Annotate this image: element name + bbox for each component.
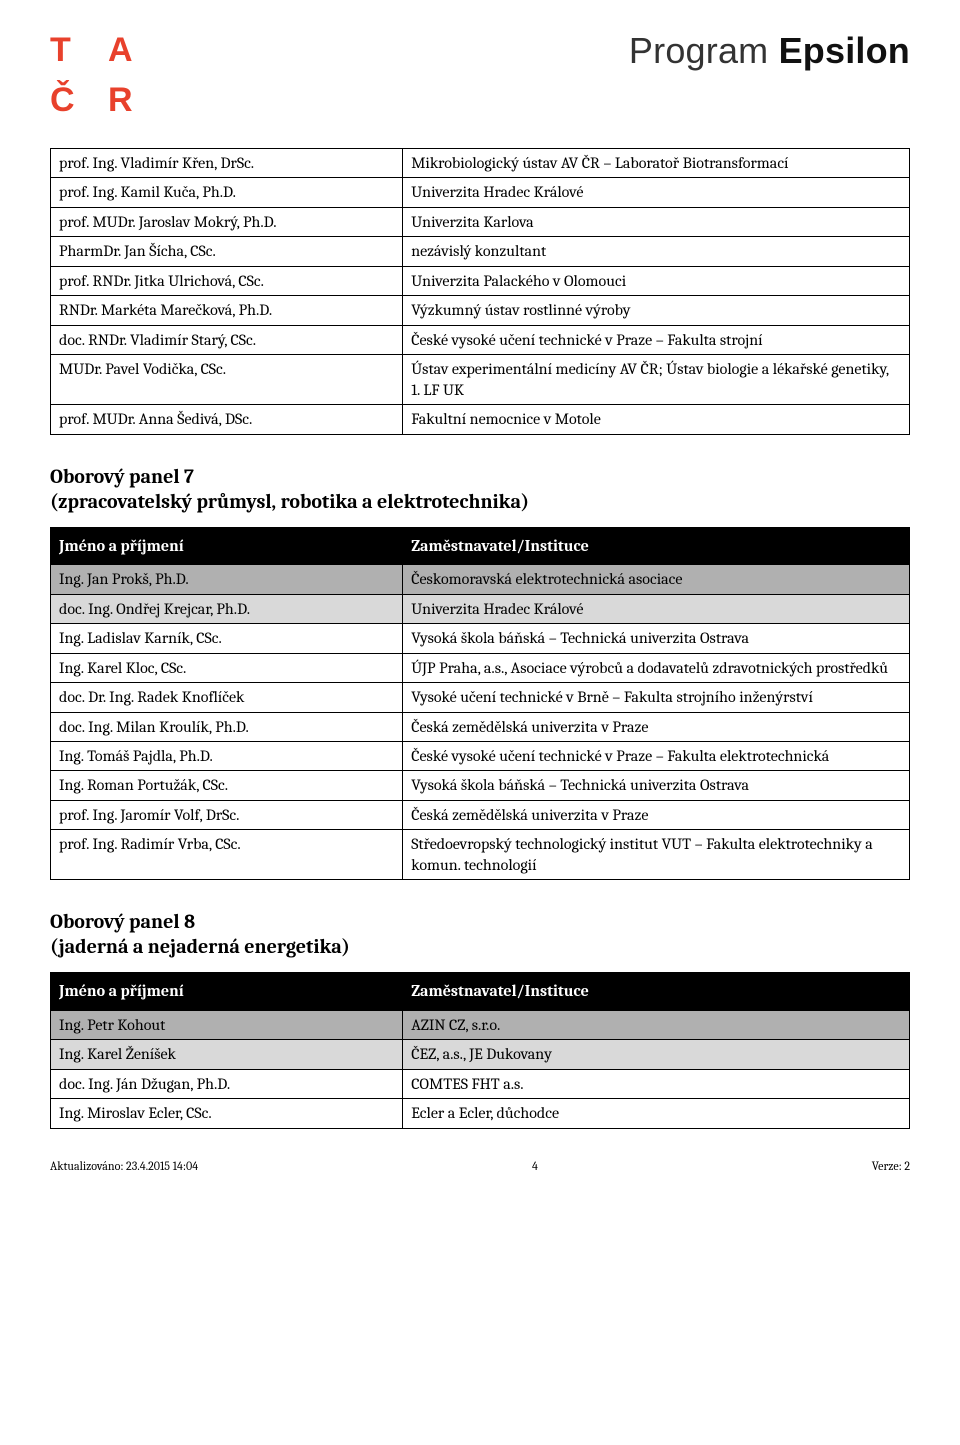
table-row: prof. MUDr. Jaroslav Mokrý, Ph.D.Univerz… xyxy=(51,207,910,236)
footer-page-number: 4 xyxy=(532,1159,538,1173)
cell-name: prof. MUDr. Jaroslav Mokrý, Ph.D. xyxy=(51,207,403,236)
table-row: prof. MUDr. Anna Šedivá, DSc.Fakultní ne… xyxy=(51,405,910,434)
cell-name: prof. Ing. Vladimír Křen, DrSc. xyxy=(51,149,403,178)
col-header-inst: Zaměstnavatel/Instituce xyxy=(403,973,910,1010)
tacr-logo: T A Č R xyxy=(50,30,148,120)
table-row: Ing. Ladislav Karník, CSc.Vysoká škola b… xyxy=(51,624,910,653)
cell-name: Ing. Ladislav Karník, CSc. xyxy=(51,624,403,653)
footer-updated: Aktualizováno: 23.4.2015 14:04 xyxy=(50,1159,198,1173)
panel8-title: Oborový panel 8 xyxy=(50,910,910,933)
cell-name: Ing. Jan Prokš, Ph.D. xyxy=(51,565,403,594)
logo-letter: Č xyxy=(50,80,90,120)
cell-institution: Ústav experimentální medicíny AV ČR; Úst… xyxy=(403,355,910,405)
panel8-subtitle: (jaderná a nejaderná energetika) xyxy=(50,935,910,958)
cell-institution: Univerzita Karlova xyxy=(403,207,910,236)
cell-name: Ing. Petr Kohout xyxy=(51,1010,403,1039)
cell-name: RNDr. Markéta Marečková, Ph.D. xyxy=(51,296,403,325)
cell-name: Ing. Karel Kloc, CSc. xyxy=(51,653,403,682)
col-header-name: Jméno a příjmení xyxy=(51,973,403,1010)
table-row: Ing. Petr KohoutAZIN CZ, s.r.o. xyxy=(51,1010,910,1039)
cell-name: MUDr. Pavel Vodička, CSc. xyxy=(51,355,403,405)
cell-name: Ing. Roman Portužák, CSc. xyxy=(51,771,403,800)
table-row: prof. Ing. Vladimír Křen, DrSc.Mikrobiol… xyxy=(51,149,910,178)
cell-name: prof. MUDr. Anna Šedivá, DSc. xyxy=(51,405,403,434)
table-row: Ing. Roman Portužák, CSc.Vysoká škola bá… xyxy=(51,771,910,800)
cell-institution: Vysoká škola báňská – Technická univerzi… xyxy=(403,771,910,800)
cell-institution: Univerzita Hradec Králové xyxy=(403,594,910,623)
cell-name: prof. Ing. Radimír Vrba, CSc. xyxy=(51,830,403,880)
cell-name: doc. Ing. Ján Džugan, Ph.D. xyxy=(51,1069,403,1098)
cell-institution: České vysoké učení technické v Praze – F… xyxy=(403,741,910,770)
cell-institution: Středoevropský technologický institut VU… xyxy=(403,830,910,880)
panel7-title: Oborový panel 7 xyxy=(50,465,910,488)
table-row: doc. Ing. Ján Džugan, Ph.D.COMTES FHT a.… xyxy=(51,1069,910,1098)
table-row: Ing. Karel Kloc, CSc.ÚJP Praha, a.s., As… xyxy=(51,653,910,682)
table-row: MUDr. Pavel Vodička, CSc.Ústav experimen… xyxy=(51,355,910,405)
cell-name: prof. Ing. Jaromír Volf, DrSc. xyxy=(51,800,403,829)
cell-name: doc. Dr. Ing. Radek Knoflíček xyxy=(51,683,403,712)
cell-name: PharmDr. Jan Šícha, CSc. xyxy=(51,237,403,266)
table-row: prof. Ing. Jaromír Volf, DrSc.Česká země… xyxy=(51,800,910,829)
cell-name: Ing. Tomáš Pajdla, Ph.D. xyxy=(51,741,403,770)
logo-letter: A xyxy=(108,30,148,70)
cell-institution: Fakultní nemocnice v Motole xyxy=(403,405,910,434)
table-row: Ing. Karel ŽeníšekČEZ, a.s., JE Dukovany xyxy=(51,1040,910,1069)
cell-institution: Výzkumný ústav rostlinné výroby xyxy=(403,296,910,325)
cell-institution: ČEZ, a.s., JE Dukovany xyxy=(403,1040,910,1069)
cell-name: prof. RNDr. Jitka Ulrichová, CSc. xyxy=(51,266,403,295)
program-bold: Epsilon xyxy=(779,30,910,71)
cell-institution: ÚJP Praha, a.s., Asociace výrobců a doda… xyxy=(403,653,910,682)
cell-institution: nezávislý konzultant xyxy=(403,237,910,266)
cell-institution: Univerzita Palackého v Olomouci xyxy=(403,266,910,295)
table-row: Ing. Jan Prokš, Ph.D.Českomoravská elekt… xyxy=(51,565,910,594)
footer-version: Verze: 2 xyxy=(872,1159,910,1173)
cell-name: doc. Ing. Milan Kroulík, Ph.D. xyxy=(51,712,403,741)
table-row: prof. Ing. Kamil Kuča, Ph.D.Univerzita H… xyxy=(51,178,910,207)
cell-name: Ing. Karel Ženíšek xyxy=(51,1040,403,1069)
panel7-subtitle: (zpracovatelský průmysl, robotika a elek… xyxy=(50,490,910,513)
cell-institution: COMTES FHT a.s. xyxy=(403,1069,910,1098)
page: T A Č R Program Epsilon prof. Ing. Vladi… xyxy=(0,0,960,1193)
table-row: Ing. Miroslav Ecler, CSc.Ecler a Ecler, … xyxy=(51,1099,910,1128)
page-footer: Aktualizováno: 23.4.2015 14:04 4 Verze: … xyxy=(50,1159,910,1173)
cell-institution: AZIN CZ, s.r.o. xyxy=(403,1010,910,1039)
cell-institution: Vysoké učení technické v Brně – Fakulta … xyxy=(403,683,910,712)
page-header: T A Č R Program Epsilon xyxy=(50,30,910,120)
program-label: Program Epsilon xyxy=(629,30,910,72)
table-row: RNDr. Markéta Marečková, Ph.D.Výzkumný ú… xyxy=(51,296,910,325)
table-row: prof. Ing. Radimír Vrba, CSc.Středoevrop… xyxy=(51,830,910,880)
col-header-inst: Zaměstnavatel/Instituce xyxy=(403,527,910,564)
logo-letter: R xyxy=(108,80,148,120)
table-row: doc. Ing. Milan Kroulík, Ph.D.Česká země… xyxy=(51,712,910,741)
cell-name: doc. Ing. Ondřej Krejcar, Ph.D. xyxy=(51,594,403,623)
table-top: prof. Ing. Vladimír Křen, DrSc.Mikrobiol… xyxy=(50,148,910,435)
table-row: doc. RNDr. Vladimír Starý, CSc.České vys… xyxy=(51,325,910,354)
cell-institution: Českomoravská elektrotechnická asociace xyxy=(403,565,910,594)
table-row: Ing. Tomáš Pajdla, Ph.D.České vysoké uče… xyxy=(51,741,910,770)
table-row: PharmDr. Jan Šícha, CSc.nezávislý konzul… xyxy=(51,237,910,266)
table-panel7: Jméno a příjmení Zaměstnavatel/Instituce… xyxy=(50,527,910,881)
cell-institution: Česká zemědělská univerzita v Praze xyxy=(403,712,910,741)
logo-letter: T xyxy=(50,30,90,70)
cell-institution: Vysoká škola báňská – Technická univerzi… xyxy=(403,624,910,653)
cell-name: doc. RNDr. Vladimír Starý, CSc. xyxy=(51,325,403,354)
cell-name: Ing. Miroslav Ecler, CSc. xyxy=(51,1099,403,1128)
cell-name: prof. Ing. Kamil Kuča, Ph.D. xyxy=(51,178,403,207)
cell-institution: Ecler a Ecler, důchodce xyxy=(403,1099,910,1128)
cell-institution: Mikrobiologický ústav AV ČR – Laboratoř … xyxy=(403,149,910,178)
table-row: prof. RNDr. Jitka Ulrichová, CSc.Univerz… xyxy=(51,266,910,295)
col-header-name: Jméno a příjmení xyxy=(51,527,403,564)
program-light: Program xyxy=(629,30,779,71)
cell-institution: Česká zemědělská univerzita v Praze xyxy=(403,800,910,829)
table-row: doc. Ing. Ondřej Krejcar, Ph.D.Univerzit… xyxy=(51,594,910,623)
table-panel8: Jméno a příjmení Zaměstnavatel/Instituce… xyxy=(50,972,910,1128)
cell-institution: Univerzita Hradec Králové xyxy=(403,178,910,207)
cell-institution: České vysoké učení technické v Praze – F… xyxy=(403,325,910,354)
table-row: doc. Dr. Ing. Radek KnoflíčekVysoké učen… xyxy=(51,683,910,712)
